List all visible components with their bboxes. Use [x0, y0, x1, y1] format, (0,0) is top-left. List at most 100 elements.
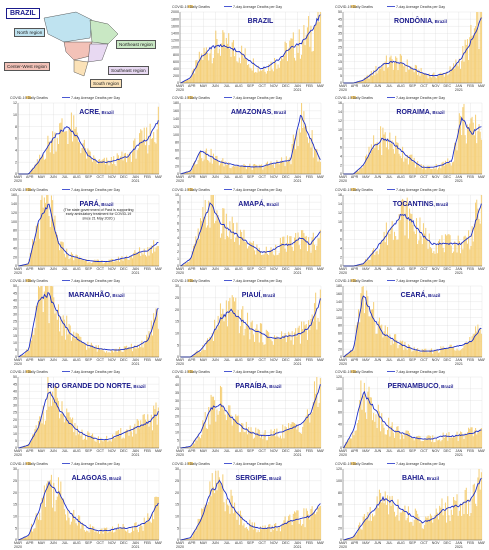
daily-death-bar: [237, 510, 239, 540]
daily-death-bar: [305, 235, 307, 266]
daily-death-bar: [359, 522, 361, 540]
daily-death-bar: [403, 199, 405, 266]
daily-death-bar: [402, 63, 404, 83]
legend-line-label: 7-day Average Deaths per Day: [71, 96, 120, 100]
daily-death-bar: [27, 349, 29, 357]
x-tick-label: MAR: [317, 84, 324, 88]
daily-death-bar: [26, 445, 28, 449]
daily-death-bar: [285, 156, 287, 175]
daily-death-bar: [377, 321, 379, 357]
daily-death-bar: [110, 441, 112, 449]
daily-death-bar: [223, 321, 225, 357]
daily-death-bar: [30, 250, 32, 266]
daily-death-bar: [291, 331, 293, 357]
daily-death-bar: [128, 156, 130, 175]
daily-death-bar: [134, 345, 136, 357]
daily-death-bar: [131, 152, 134, 175]
daily-death-bar: [34, 327, 36, 357]
daily-death-bar: [59, 490, 61, 540]
daily-death-bar: [453, 63, 455, 83]
daily-death-bar: [427, 515, 429, 540]
daily-death-bar: [441, 73, 443, 83]
y-tick-label: 25: [175, 296, 179, 300]
daily-death-bar: [28, 350, 30, 357]
year-label: 2021: [294, 545, 302, 549]
daily-death-bar: [239, 166, 241, 175]
y-tick-label: 40: [338, 514, 342, 518]
region-map: North region Northeast region Center-Wes…: [4, 4, 162, 88]
y-tick-label: 40: [13, 298, 17, 302]
daily-death-bar: [403, 161, 405, 175]
chart-title: TOCANTINS, Brazil: [393, 201, 448, 208]
daily-death-bar: [451, 162, 453, 175]
x-tick-label: APR: [351, 449, 359, 453]
daily-death-bar: [28, 534, 30, 540]
daily-death-bar: [205, 502, 207, 540]
y-tick-label: 160: [336, 292, 342, 296]
daily-death-bar: [41, 155, 43, 175]
x-tick-label: APR: [351, 84, 359, 88]
x-tick-label: AUG: [235, 84, 243, 88]
x-tick-label: APR: [26, 358, 34, 362]
x-tick-label: DEC: [443, 84, 451, 88]
daily-death-bar: [101, 259, 103, 266]
daily-death-bar: [89, 436, 91, 449]
daily-death-bar: [419, 217, 421, 266]
daily-death-bar: [375, 508, 377, 540]
daily-death-bar: [208, 340, 210, 357]
legend-line-label: 7-day Average Deaths per Day: [233, 370, 282, 374]
chart-panel-sergipe: COVID-19 Daily Deaths 7-day Average Death…: [166, 460, 324, 550]
daily-death-bar: [211, 63, 213, 83]
daily-death-bar: [465, 434, 467, 449]
daily-death-bar: [57, 476, 60, 540]
seven-day-average-line: [343, 390, 482, 449]
daily-death-bar: [395, 333, 397, 357]
daily-death-bar: [268, 524, 270, 540]
daily-death-bar: [187, 537, 189, 540]
daily-death-bar: [476, 199, 478, 266]
year-label: 2020: [14, 179, 22, 183]
daily-death-bar: [440, 72, 442, 83]
x-tick-label: NOV: [432, 267, 440, 271]
legend-line-label: 7-day Average Deaths per Day: [396, 370, 445, 374]
daily-death-bar: [219, 386, 222, 449]
daily-death-bar: [224, 47, 226, 83]
daily-death-bar: [450, 509, 452, 540]
daily-death-bar: [102, 533, 104, 540]
daily-death-bar: [360, 263, 362, 266]
daily-death-bar: [259, 165, 261, 175]
chart-panel-rondônia: COVID-19 Daily Deaths 7-day Average Death…: [329, 3, 485, 93]
y-tick-label: 10: [338, 128, 342, 132]
year-label: 2021: [294, 271, 302, 275]
daily-death-bar: [376, 428, 378, 449]
x-tick-label: SEP: [409, 449, 417, 453]
daily-death-bar: [157, 245, 159, 266]
daily-death-bar: [242, 236, 244, 266]
year-label: 2020: [339, 179, 347, 183]
daily-death-bar: [70, 419, 72, 449]
daily-death-bar: [268, 332, 270, 357]
daily-death-bar: [29, 172, 31, 175]
x-tick-label: AUG: [73, 175, 81, 179]
y-tick-label: 8: [340, 137, 342, 141]
daily-death-bar: [67, 509, 69, 540]
daily-death-bar: [305, 415, 307, 449]
daily-death-bar: [400, 433, 402, 449]
daily-death-bar: [403, 66, 405, 83]
daily-death-bar: [243, 58, 245, 83]
daily-death-bar: [398, 431, 400, 449]
daily-death-bar: [468, 427, 470, 449]
x-tick-label: OCT: [420, 358, 428, 362]
daily-death-bar: [140, 420, 142, 449]
daily-death-bar: [102, 263, 104, 266]
daily-death-bar: [383, 502, 385, 540]
daily-death-bar: [478, 431, 480, 449]
x-tick-label: AUG: [235, 449, 243, 453]
daily-death-bar: [248, 529, 250, 540]
daily-death-bar: [262, 69, 264, 83]
daily-death-bar: [230, 56, 232, 83]
daily-death-bar: [303, 321, 305, 357]
daily-death-bar: [410, 66, 412, 83]
seven-day-average-line: [180, 298, 321, 358]
daily-death-bar: [443, 251, 445, 266]
